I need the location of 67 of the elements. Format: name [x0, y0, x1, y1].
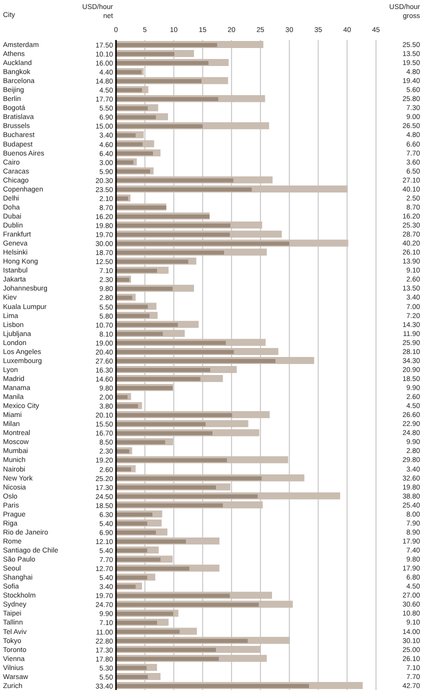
- bar: [116, 124, 203, 128]
- bar: [116, 503, 223, 508]
- bar: [116, 178, 234, 182]
- bar: [116, 395, 128, 400]
- bar: [116, 458, 227, 462]
- bar: [116, 440, 166, 444]
- bar: [116, 530, 156, 534]
- bar: [116, 620, 158, 625]
- bar: [116, 540, 186, 544]
- bar: [116, 656, 219, 661]
- bar: [116, 431, 212, 436]
- bar: [116, 142, 143, 146]
- bar: [116, 61, 208, 66]
- bar: [116, 224, 230, 228]
- bar: [116, 350, 234, 354]
- bar: [116, 340, 226, 345]
- bar: [116, 322, 178, 327]
- bar: [116, 684, 309, 688]
- bar: [116, 648, 216, 652]
- bar: [116, 413, 232, 418]
- bar: [116, 584, 136, 589]
- bar: [116, 485, 216, 490]
- bar: [116, 133, 136, 138]
- bar: [116, 286, 173, 291]
- bar: [116, 268, 158, 273]
- bar: [116, 630, 180, 634]
- bar: [116, 260, 188, 264]
- bar: [116, 169, 150, 174]
- bar: [116, 79, 202, 84]
- bar: [116, 304, 148, 309]
- bar: [116, 43, 218, 47]
- bar: [116, 332, 163, 336]
- bar: [116, 494, 258, 498]
- bar: [116, 242, 290, 246]
- bar: [116, 638, 248, 643]
- bar: [116, 151, 153, 156]
- bar: [116, 666, 147, 670]
- bar: [116, 602, 259, 607]
- bar: [116, 97, 218, 102]
- bar: [116, 358, 276, 363]
- bar: [116, 115, 156, 120]
- bar: [116, 404, 138, 408]
- bar: [116, 548, 148, 553]
- bar: [116, 594, 230, 598]
- bar: [116, 521, 148, 526]
- bar: [116, 250, 224, 255]
- bar: [116, 576, 148, 580]
- bar: [116, 476, 262, 480]
- bar: [116, 422, 206, 426]
- bar: [116, 160, 134, 164]
- bar: [116, 467, 132, 472]
- bar: [116, 512, 152, 516]
- bar: [116, 296, 132, 300]
- bar: [116, 232, 230, 237]
- bar: [116, 674, 148, 679]
- bar: [116, 187, 252, 192]
- bar: [116, 377, 200, 382]
- bar: [116, 449, 130, 454]
- bar: [116, 106, 148, 110]
- bar: [116, 368, 210, 372]
- bar: [116, 70, 142, 74]
- bar: [116, 566, 190, 571]
- bar: [116, 314, 150, 318]
- bar: [116, 612, 174, 616]
- bar: [116, 558, 160, 562]
- bar: [116, 88, 142, 92]
- bar: [116, 52, 174, 56]
